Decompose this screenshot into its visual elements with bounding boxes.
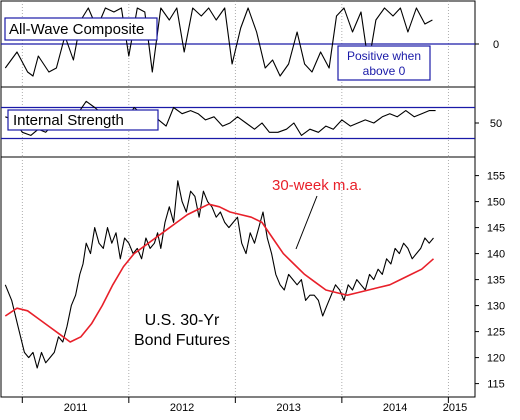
axis-layer: 0 50 115 120 125 130 135 140 145 150 155 2011 2012 20… bbox=[21, 39, 505, 414]
middle-panel-title: Internal Strength bbox=[7, 109, 159, 131]
reference-lines bbox=[1, 43, 475, 140]
y-tick-label: 155 bbox=[487, 171, 505, 183]
y-tick-label: 115 bbox=[487, 379, 505, 391]
top-panel-title: All-Wave Composite bbox=[4, 17, 158, 41]
series-line-30-week-m-a bbox=[4, 203, 435, 343]
middle-panel-title-text: Internal Strength bbox=[13, 112, 124, 129]
x-tick-label: 2013 bbox=[276, 402, 300, 414]
top-panel-title-text: All-Wave Composite bbox=[9, 21, 144, 38]
middle-panel-title-box bbox=[7, 109, 159, 131]
bottom-panel-title-line-2: Bond Futures bbox=[134, 332, 230, 349]
y-tick-label: 120 bbox=[487, 353, 505, 365]
positive-annotation-line-2: above 0 bbox=[363, 64, 406, 78]
y-tick-label: 0 bbox=[493, 39, 499, 51]
y-tick-label: 50 bbox=[490, 118, 502, 130]
x-tick-label: 2011 bbox=[64, 402, 88, 414]
y-tick-label: 145 bbox=[487, 223, 505, 235]
y-tick-label: 135 bbox=[487, 275, 505, 287]
y-tick-label: 150 bbox=[487, 197, 505, 209]
positive-annotation-box bbox=[337, 45, 431, 81]
top-panel-title-box bbox=[4, 17, 158, 41]
positive-annotation: Positive when above 0 bbox=[337, 45, 431, 81]
x-tick-label: 2015 bbox=[443, 402, 467, 414]
y-tick-label: 125 bbox=[487, 327, 505, 339]
x-tick-label: 2012 bbox=[170, 402, 194, 414]
bottom-panel-title-line-1: U.S. 30-Yr bbox=[145, 312, 220, 329]
series-line-u-s-30-yr-bond-futures bbox=[4, 180, 434, 369]
ma-annotation-arrow bbox=[295, 195, 318, 250]
positive-annotation-line-1: Positive when bbox=[347, 49, 421, 63]
y-tick-label: 140 bbox=[487, 249, 505, 261]
ma-annotation-text: 30-week m.a. bbox=[272, 177, 362, 194]
y-tick-label: 130 bbox=[487, 301, 505, 313]
x-tick-label: 2014 bbox=[383, 402, 407, 414]
